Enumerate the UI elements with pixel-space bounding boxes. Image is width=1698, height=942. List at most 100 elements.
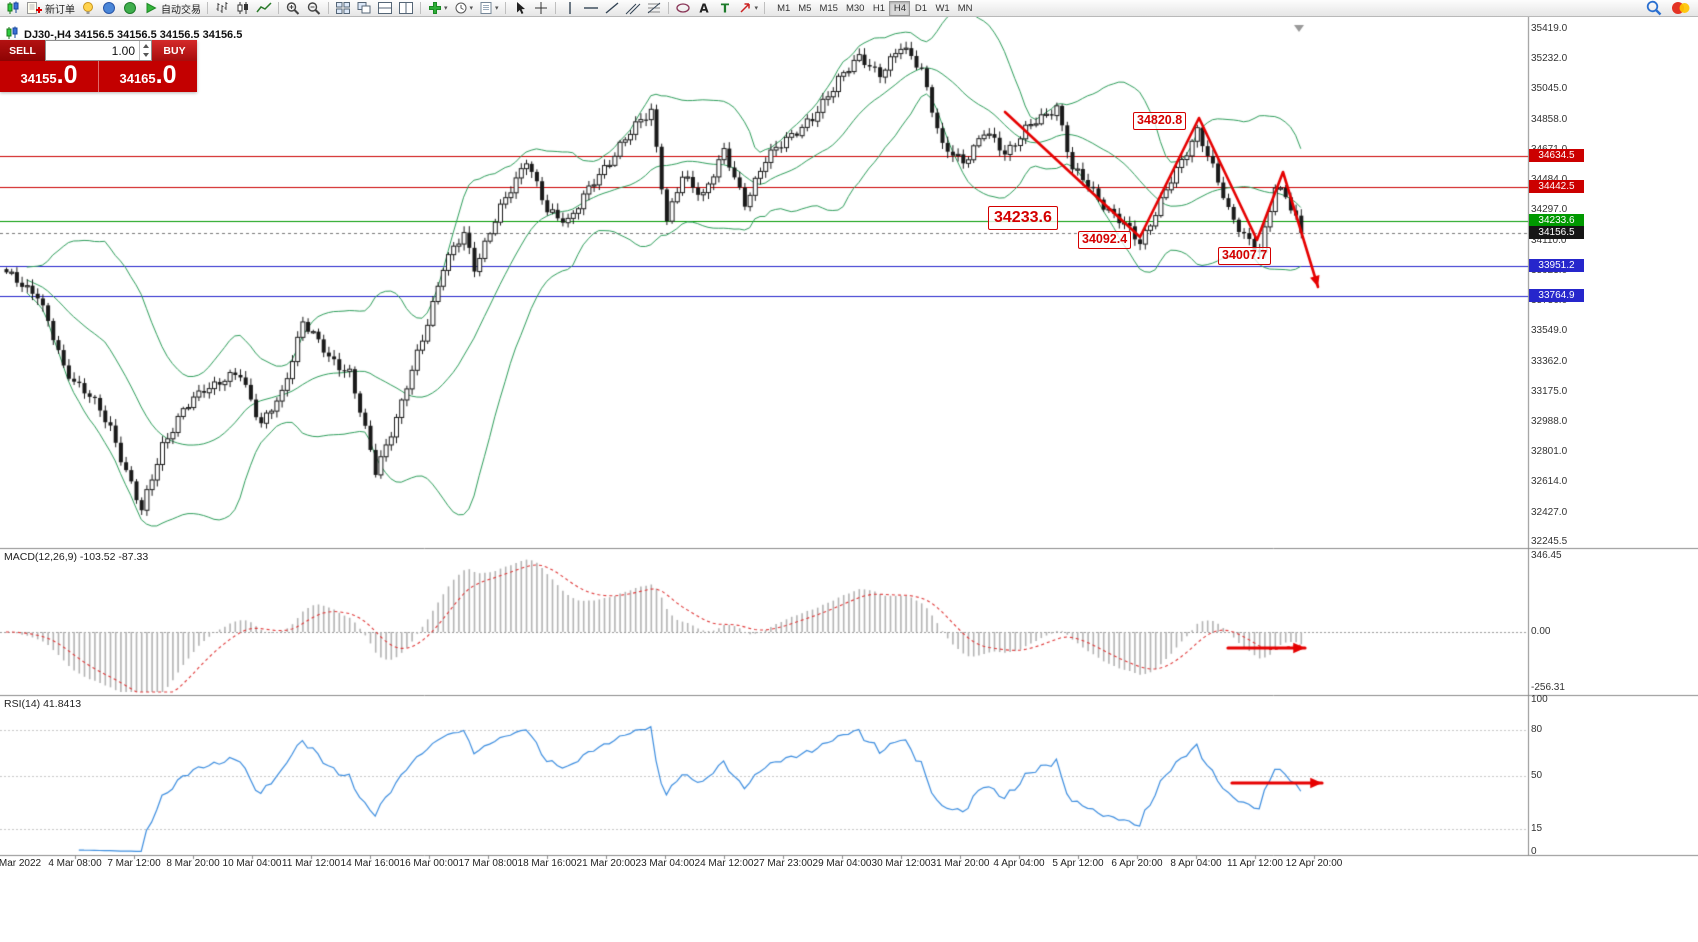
search-icon[interactable] bbox=[1643, 0, 1665, 16]
symbol-ohlc-readout: DJ30-,H4 34156.5 34156.5 34156.5 34156.5 bbox=[4, 26, 242, 43]
timeframe-m5-button[interactable]: M5 bbox=[798, 2, 812, 14]
timeframe-w1-button[interactable]: W1 bbox=[935, 2, 950, 14]
price-axis-label: 35045.0 bbox=[1531, 83, 1568, 94]
toolbar-separator bbox=[207, 2, 208, 14]
macd-scale-label: 0.00 bbox=[1531, 626, 1551, 637]
sell-price-main: 34155 bbox=[20, 71, 57, 86]
arrange-vertical-icon[interactable] bbox=[396, 0, 416, 16]
shapes-icon[interactable] bbox=[673, 0, 693, 16]
zoom-out-icon[interactable] bbox=[304, 0, 324, 16]
arrows-tool-icon[interactable]: ▾ bbox=[736, 0, 761, 16]
channel-icon[interactable] bbox=[623, 0, 643, 16]
volume-up-icon[interactable] bbox=[140, 41, 151, 51]
fibonacci-icon-glyph-icon bbox=[646, 1, 662, 15]
annotation-price-label[interactable]: 34092.4 bbox=[1078, 231, 1132, 249]
line-chart-mode-icon[interactable] bbox=[254, 0, 274, 16]
tile-windows-icon[interactable] bbox=[333, 0, 353, 16]
time-axis-label: 30 Mar 12:00 bbox=[871, 858, 931, 869]
sell-button[interactable]: SELL bbox=[0, 40, 45, 61]
chart-window-icon[interactable] bbox=[3, 0, 23, 16]
timeframe-h1-button[interactable]: H1 bbox=[872, 2, 886, 14]
cascade-windows-icon[interactable] bbox=[354, 0, 374, 16]
annotation-price-label[interactable]: 34233.6 bbox=[988, 206, 1058, 230]
fibonacci-icon[interactable] bbox=[644, 0, 664, 16]
candlestick-mode-icon[interactable] bbox=[233, 0, 253, 16]
volume-value[interactable]: 1.00 bbox=[111, 43, 135, 58]
time-axis-label: 11 Apr 12:00 bbox=[1227, 858, 1283, 869]
horizontal-line-icon[interactable] bbox=[581, 0, 601, 16]
vertical-line-icon[interactable] bbox=[560, 0, 580, 16]
sell-price[interactable]: 34155 .0 bbox=[0, 61, 99, 92]
auto-trading-glyph-icon bbox=[143, 1, 159, 15]
bar-chart-mode-icon[interactable] bbox=[212, 0, 232, 16]
timeframe-d1-button[interactable]: D1 bbox=[914, 2, 928, 14]
price-axis-label: 34858.0 bbox=[1531, 114, 1568, 125]
volume-down-icon[interactable] bbox=[140, 51, 151, 61]
symbol-chart-icon bbox=[4, 26, 20, 43]
toolbar-separator bbox=[764, 2, 766, 14]
crosshair-icon-glyph-icon bbox=[533, 1, 549, 15]
macd-indicator-label: MACD(12,26,9) -103.52 -87.33 bbox=[4, 551, 149, 563]
crosshair-icon[interactable] bbox=[531, 0, 551, 16]
new-order-button-label: 新订单 bbox=[45, 4, 75, 16]
toolbar-separator bbox=[667, 2, 669, 14]
time-axis-label: 5 Apr 12:00 bbox=[1052, 858, 1104, 869]
price-badge: 34233.6 bbox=[1529, 214, 1584, 227]
buy-button[interactable]: BUY bbox=[152, 40, 197, 61]
rsi-indicator-label: RSI(14) 41.8413 bbox=[4, 698, 82, 710]
text-tool-icon[interactable]: A bbox=[694, 0, 714, 16]
timeframe-m1-button[interactable]: M1 bbox=[777, 2, 791, 14]
timeframe-toolbar: M1 M5 M15 M30 H1 H4 D1 W1 MN bbox=[773, 0, 976, 16]
price-axis-label: 32614.0 bbox=[1531, 476, 1568, 487]
time-axis-label: 21 Mar 20:00 bbox=[576, 858, 636, 869]
arrange-horizontal-icon[interactable] bbox=[375, 0, 395, 16]
cursor-icon[interactable] bbox=[510, 0, 530, 16]
time-axis-label: 23 Mar 04:00 bbox=[635, 858, 695, 869]
time-axis-label: 4 Apr 04:00 bbox=[993, 858, 1045, 869]
zoom-in-icon[interactable] bbox=[283, 0, 303, 16]
market-watch-icon-glyph-icon bbox=[101, 1, 117, 15]
new-order-button[interactable]: 新订单 bbox=[24, 0, 77, 16]
market-watch-icon[interactable] bbox=[99, 0, 119, 16]
timeframe-m15-button[interactable]: M15 bbox=[819, 2, 838, 14]
periods-icon[interactable]: ▾ bbox=[451, 0, 476, 16]
price-axis-label: 35419.0 bbox=[1531, 23, 1568, 34]
volume-spinner[interactable] bbox=[139, 41, 151, 60]
svg-text:T: T bbox=[720, 2, 729, 16]
templates-icon[interactable]: ▾ bbox=[476, 0, 501, 16]
buy-price-fraction: .0 bbox=[155, 61, 177, 89]
buy-price[interactable]: 34165 .0 bbox=[99, 61, 197, 92]
timeframe-mn-button[interactable]: MN bbox=[957, 2, 973, 14]
dropdown-caret-icon: ▾ bbox=[469, 5, 474, 12]
shapes-icon-glyph-icon bbox=[675, 1, 691, 15]
price-badge: 33951.2 bbox=[1529, 259, 1584, 272]
rsi-scale-label: 50 bbox=[1531, 770, 1543, 781]
time-axis-label: 16 Mar 00:00 bbox=[399, 858, 459, 869]
volume-field[interactable]: 1.00 bbox=[45, 40, 152, 61]
auto-trading-button[interactable]: 自动交易 bbox=[141, 0, 203, 16]
chart-canvas[interactable] bbox=[0, 17, 1698, 942]
label-tool-icon[interactable]: T bbox=[715, 0, 735, 16]
dropdown-caret-icon: ▾ bbox=[754, 5, 759, 12]
brand-logo-icon[interactable] bbox=[1669, 0, 1693, 16]
annotation-price-label[interactable]: 34820.8 bbox=[1133, 112, 1187, 130]
cascade-windows-icon-glyph-icon bbox=[356, 1, 372, 15]
new-order-glyph-icon bbox=[26, 1, 43, 15]
cursor-icon-glyph-icon bbox=[512, 1, 528, 15]
dropdown-caret-icon: ▾ bbox=[444, 5, 448, 12]
price-axis-label: 34110.0 bbox=[1531, 235, 1567, 246]
periods-icon-glyph-icon bbox=[453, 1, 469, 15]
price-badge: 34442.5 bbox=[1529, 180, 1584, 193]
dropdown-caret-icon: ▾ bbox=[495, 5, 499, 12]
timeframe-m30-button[interactable]: M30 bbox=[845, 2, 865, 14]
add-indicator-icon[interactable]: ▾ bbox=[425, 0, 450, 16]
price-axis-label: 35232.0 bbox=[1531, 53, 1568, 64]
price-axis-label: 33362.0 bbox=[1531, 356, 1568, 367]
channel-icon-glyph-icon bbox=[625, 1, 641, 15]
metaeditor-icon[interactable] bbox=[78, 0, 98, 16]
navigator-icon[interactable] bbox=[120, 0, 140, 16]
trendline-icon[interactable] bbox=[602, 0, 622, 16]
annotation-price-label[interactable]: 34007.7 bbox=[1218, 247, 1272, 265]
timeframe-h4-button[interactable]: H4 bbox=[889, 0, 911, 16]
toolbar-separator bbox=[278, 2, 279, 14]
